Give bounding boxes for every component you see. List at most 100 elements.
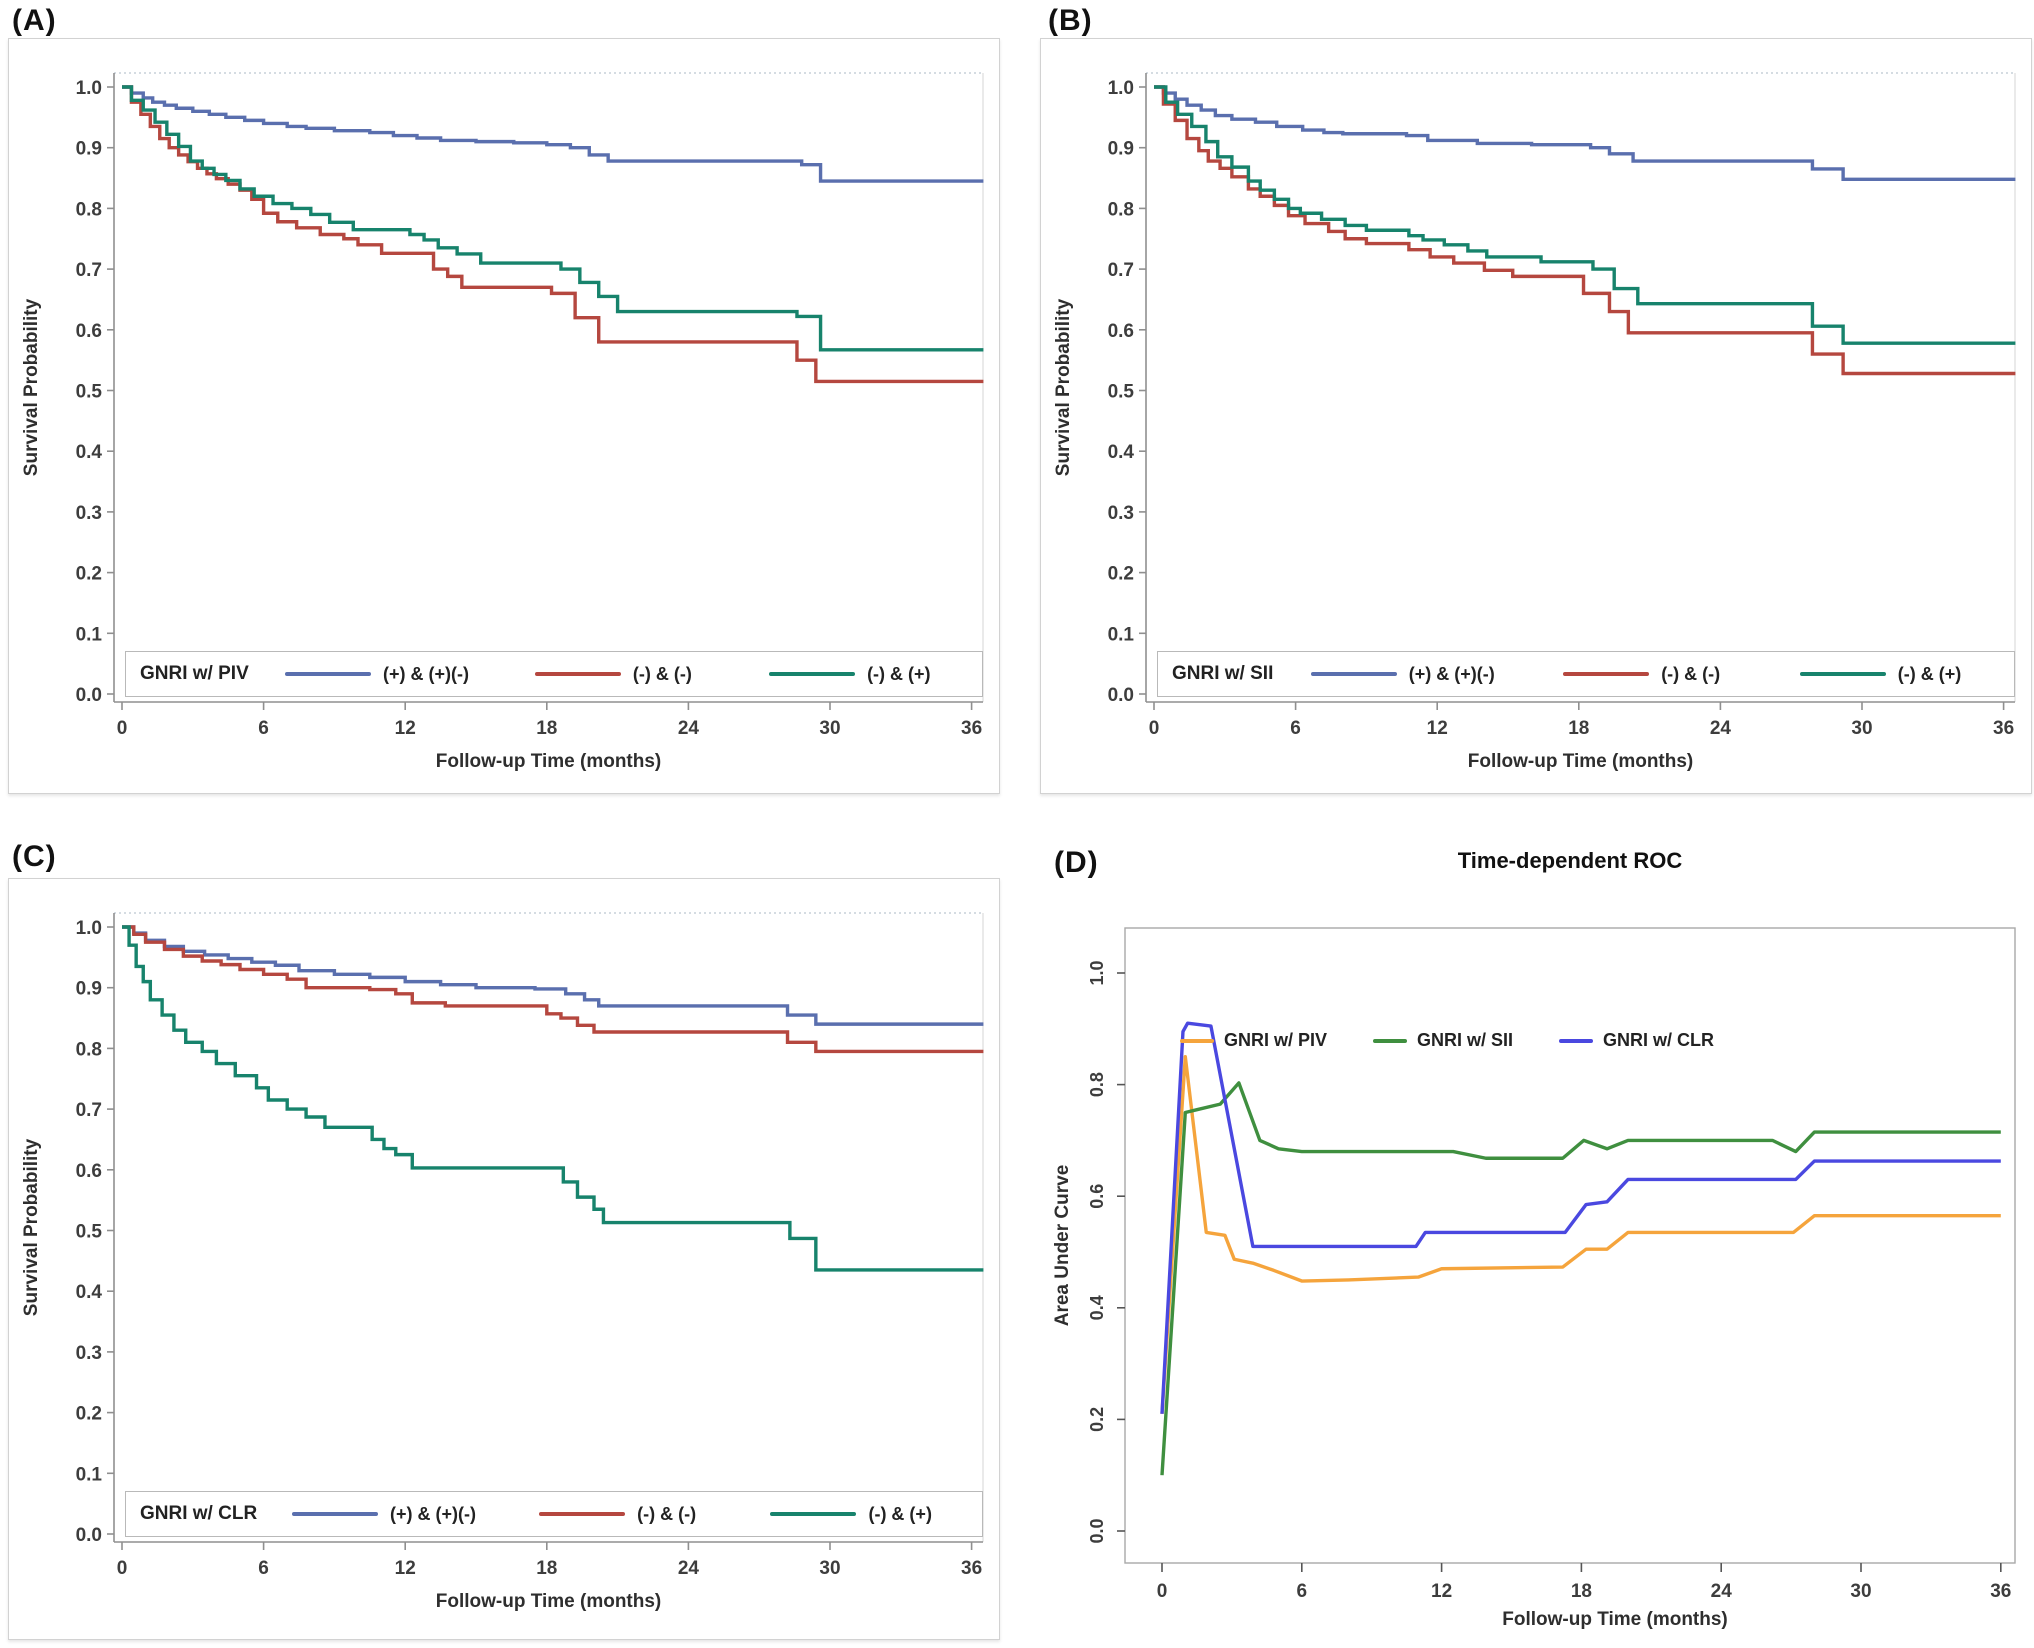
y-axis-label: Survival Probability: [21, 1138, 42, 1316]
y-tick-label: 0.5: [76, 382, 103, 403]
y-ticks: 0.0 0.1 0.2 0.3 0.4 0.5 0.6 0.7 0.8 0.9 1.0: [76, 78, 114, 706]
y-tick-label: 0.6: [76, 1161, 102, 1182]
km-curve-C-2: [122, 925, 984, 1054]
y-tick-label: 0.4: [76, 442, 103, 463]
y-tick-label: 0.9: [76, 979, 102, 1000]
x-tick-label: 12: [395, 718, 416, 739]
y-tick-label: 0.0: [76, 685, 102, 706]
x-ticks: 0 6 12 18 24 30 36: [1149, 702, 2014, 739]
km-legend-title: GNRI w/ SII: [1172, 663, 1274, 684]
roc-curve-1: [1160, 1054, 2001, 1414]
y-tick-label: 0.1: [76, 1464, 103, 1485]
km-plot-gnri-piv: 0.0 0.1 0.2 0.3 0.4 0.5 0.6 0.7 0.8 0.9 1.0 0 6 12 18 2…: [8, 38, 1000, 794]
x-tick-label: 18: [536, 1558, 557, 1579]
y-tick-label: 0.7: [1108, 260, 1134, 281]
y-ticks: 0.0 0.1 0.2 0.3 0.4 0.5 0.6 0.7 0.8 0.9 1.0: [76, 918, 114, 1546]
y-tick-label: 0.3: [1108, 503, 1134, 524]
legend-line-swatch: [291, 1512, 378, 1516]
y-tick-label: 0.0: [1108, 685, 1134, 706]
roc-legend: GNRI w/ PIV GNRI w/ SII GNRI w/ CLR: [1180, 1030, 1714, 1051]
y-tick-label: 0.4: [76, 1282, 103, 1303]
legend-line-swatch: [1373, 1038, 1408, 1043]
km-legend-c: GNRI w/ CLR (+) & (+)(-) (-) & (-) (-) & (+…: [125, 1491, 983, 1537]
legend-entry-label: GNRI w/ SII: [1417, 1030, 1514, 1050]
legend-entry: (-) & (-): [495, 664, 731, 685]
legend-line-swatch: [770, 1512, 857, 1516]
y-ticks: 0.0 0.1 0.2 0.3 0.4 0.5 0.6 0.7 0.8 0.9 1.0: [1108, 78, 1146, 706]
y-tick-label: 1.0: [1087, 960, 1107, 985]
legend-entry: (-) & (-): [1522, 664, 1761, 685]
x-tick-label: 6: [1297, 1581, 1308, 1602]
x-tick-label: 24: [1710, 718, 1732, 739]
legend-line-swatch: [1180, 1038, 1214, 1043]
km-plot-gnri-clr: 0.0 0.1 0.2 0.3 0.4 0.5 0.6 0.7 0.8 0.9 1.0 0 6 12 18 2…: [8, 878, 1000, 1640]
legend-entry: (-) & (-): [501, 1504, 735, 1525]
legend-entry-label: GNRI w/ CLR: [1603, 1030, 1715, 1050]
legend-line-swatch: [1563, 672, 1650, 676]
legend-entry-label: (-) & (-): [637, 1503, 697, 1524]
y-tick-label: 1.0: [76, 78, 102, 99]
roc-auc-plot: 0.0 0.2 0.4 0.6 0.8 1.0 0 6 12 18 24 30 36 Follow-up …: [1050, 880, 2034, 1636]
legend-line-swatch: [1559, 1038, 1594, 1043]
y-axis-label: Survival Probability: [1053, 298, 1074, 476]
panel-a-label: (A): [12, 4, 57, 37]
panel-c-label: (C): [12, 840, 57, 873]
x-tick-label: 24: [678, 1558, 700, 1579]
roc-title: Time-dependent ROC: [1457, 848, 1683, 873]
x-tick-label: 12: [1427, 718, 1448, 739]
km-curve-A-2: [122, 85, 984, 384]
y-tick-label: 0.4: [1087, 1295, 1107, 1320]
km-legend-b: GNRI w/ SII (+) & (+)(-) (-) & (-) (-) & (+…: [1157, 651, 2015, 697]
legend-entry: (-) & (+): [732, 664, 968, 685]
legend-entry: (+) & (+)(-): [1283, 664, 1522, 685]
km-curve-B-3: [1154, 85, 2016, 345]
x-tick-label: 36: [961, 1558, 982, 1579]
km-plot-gnri-sii: 0.0 0.1 0.2 0.3 0.4 0.5 0.6 0.7 0.8 0.9 1.0 0 6 12 18 2…: [1040, 38, 2032, 794]
y-tick-label: 0.3: [76, 1343, 102, 1364]
x-tick-label: 12: [395, 1558, 416, 1579]
x-tick-label: 0: [1149, 718, 1160, 739]
x-ticks: 0 6 12 18 24 30 36: [117, 1542, 982, 1579]
x-tick-label: 6: [258, 1558, 269, 1579]
y-tick-label: 0.7: [76, 1100, 102, 1121]
x-ticks: 0 6 12 18 24 30 36: [117, 702, 982, 739]
km-legend-title: GNRI w/ CLR: [140, 1503, 258, 1524]
x-tick-label: 36: [1990, 1581, 2011, 1602]
y-axis-label: Area Under Curve: [1052, 1165, 1073, 1327]
y-tick-label: 0.3: [76, 503, 102, 524]
legend-line-swatch: [539, 1512, 626, 1516]
km-plot-b-canvas: 0.0 0.1 0.2 0.3 0.4 0.5 0.6 0.7 0.8 0.9 1.0 0 6 12 18 2…: [1053, 72, 2016, 772]
x-tick-label: 0: [117, 1558, 128, 1579]
x-tick-label: 24: [678, 718, 700, 739]
y-tick-label: 0.2: [76, 564, 102, 585]
x-ticks: 0 6 12 18 24 30 36: [1157, 1563, 2011, 1602]
legend-entry-label: GNRI w/ PIV: [1224, 1030, 1328, 1050]
x-tick-label: 24: [1711, 1581, 1733, 1602]
y-tick-label: 0.8: [1108, 199, 1134, 220]
legend-entry: (-) & (+): [1761, 664, 2000, 685]
y-tick-label: 1.0: [1108, 78, 1134, 99]
legend-entry-label: (+) & (+)(-): [1408, 663, 1495, 684]
y-ticks: 0.0 0.2 0.4 0.6 0.8 1.0: [1087, 960, 1125, 1544]
legend-line-swatch: [769, 672, 856, 676]
x-axis-label: Follow-up Time (months): [436, 1591, 662, 1612]
y-tick-label: 0.2: [1108, 564, 1134, 585]
legend-entry-label: (-) & (-): [1661, 663, 1721, 684]
km-plot-c-canvas: 0.0 0.1 0.2 0.3 0.4 0.5 0.6 0.7 0.8 0.9 1.0 0 6 12 18 2…: [21, 912, 984, 1612]
legend-entry: (+) & (+)(-): [267, 1504, 501, 1525]
y-tick-label: 0.0: [1087, 1518, 1107, 1543]
legend-line-swatch: [534, 672, 621, 676]
km-plot-a-canvas: 0.0 0.1 0.2 0.3 0.4 0.5 0.6 0.7 0.8 0.9 1.0 0 6 12 18 2…: [21, 72, 984, 772]
y-tick-label: 0.2: [76, 1404, 102, 1425]
x-tick-label: 30: [819, 718, 840, 739]
roc-curve-2: [1160, 1081, 2001, 1476]
panel-b-label: (B): [1048, 4, 1093, 37]
legend-entry: GNRI w/ CLR: [1559, 1030, 1714, 1051]
km-curve-B-2: [1154, 85, 2016, 376]
y-tick-label: 0.6: [76, 321, 102, 342]
roc-plot-border: [1124, 927, 2016, 1564]
x-tick-label: 30: [1851, 718, 1872, 739]
y-tick-label: 0.5: [76, 1222, 103, 1243]
y-tick-label: 0.8: [76, 199, 102, 220]
